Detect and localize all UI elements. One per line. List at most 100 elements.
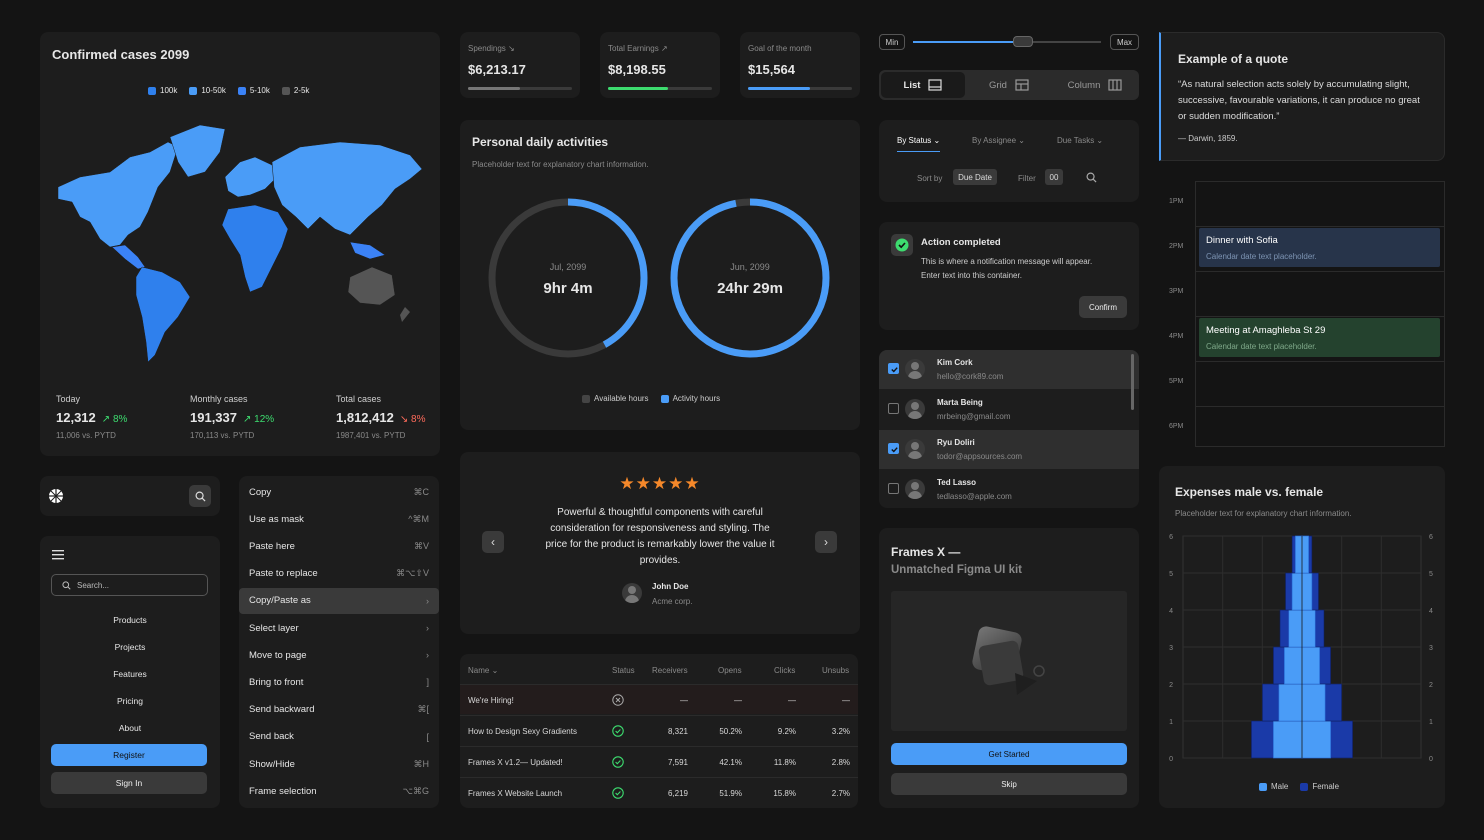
get-started-button[interactable]: Get Started xyxy=(891,743,1127,765)
menu-item[interactable]: Send backward ⌘[ xyxy=(249,704,429,716)
table-row[interactable]: How to Design Sexy Gradients 8,321 50.2% 9.… xyxy=(460,715,858,745)
tab-by-status[interactable]: By Status ⌄ xyxy=(897,136,941,152)
table-row[interactable]: We're Hiring! — — — — xyxy=(460,684,858,714)
y-tick-left: 6 xyxy=(1169,534,1173,541)
y-tick-right: 6 xyxy=(1429,534,1433,541)
progress-fill xyxy=(608,87,669,90)
chart-legend: Male Female xyxy=(1259,782,1339,791)
list-item[interactable]: Marta Being mrbeing@gmail.com xyxy=(879,390,1139,429)
menu-item[interactable]: Paste here ⌘V xyxy=(249,540,429,552)
list-item[interactable]: Ryu Doliri todor@appsources.com xyxy=(879,430,1139,469)
user-list: Kim Cork hello@cork89.com Marta Being mrbei… xyxy=(879,350,1139,508)
rating-stars: ★★★★★ xyxy=(619,474,701,493)
y-tick-left: 5 xyxy=(1169,571,1173,578)
kpi-spendings: Spendings ↘ $6,213.17 xyxy=(460,32,580,98)
check-circle-icon xyxy=(612,787,624,799)
hour-slot[interactable] xyxy=(1195,406,1445,447)
hour-slot[interactable] xyxy=(1195,271,1445,316)
y-tick-right: 3 xyxy=(1429,645,1433,652)
nav-item-products[interactable]: Products xyxy=(113,615,147,625)
menu-item[interactable]: Select layer › xyxy=(249,622,429,634)
view-column-button[interactable]: Column xyxy=(1053,72,1137,98)
next-button[interactable]: › xyxy=(815,531,837,553)
list-item[interactable]: Kim Cork hello@cork89.com xyxy=(879,350,1139,389)
menu-item[interactable]: Copy ⌘C xyxy=(249,486,429,498)
signin-button[interactable]: Sign In xyxy=(51,772,207,794)
notification-card: Action completed This is where a notific… xyxy=(879,222,1139,330)
tab-due-tasks[interactable]: Due Tasks ⌄ xyxy=(1057,136,1104,145)
calendar-event[interactable]: Dinner with Sofia Calendar date text pla… xyxy=(1199,228,1440,267)
menu-item[interactable]: Move to page › xyxy=(249,649,429,661)
view-list-button[interactable]: List xyxy=(881,72,965,98)
filter-count[interactable]: 00 xyxy=(1045,169,1063,185)
hour-slot[interactable] xyxy=(1195,226,1445,271)
testimonial-text: Powerful & thoughtful components with ca… xyxy=(545,507,775,566)
chart-subtitle: Placeholder text for explanatory chart i… xyxy=(1175,509,1352,518)
top-nav-card xyxy=(40,476,220,516)
x-circle-icon xyxy=(612,694,624,706)
quote-text: “As natural selection acts solely by acc… xyxy=(1178,79,1420,122)
menu-item[interactable]: Show/Hide ⌘H xyxy=(249,758,429,770)
sort-select[interactable]: Due Date xyxy=(953,169,997,185)
prev-button[interactable]: ‹ xyxy=(482,531,504,553)
y-tick-left: 4 xyxy=(1169,608,1173,615)
scrollbar[interactable] xyxy=(1131,354,1134,410)
nav-item-features[interactable]: Features xyxy=(113,669,147,679)
skip-button[interactable]: Skip xyxy=(891,773,1127,795)
kpi-earnings: Total Earnings ↗ $8,198.55 xyxy=(600,32,720,98)
hour-label: 5PM xyxy=(1169,378,1184,385)
legend-item: 2-5k xyxy=(281,86,309,95)
map-card: Confirmed cases 2099 100k 10-50k 5-10k 2… xyxy=(40,32,440,456)
y-tick-right: 4 xyxy=(1429,608,1433,615)
progress-fill xyxy=(468,87,520,90)
view-grid-button[interactable]: Grid xyxy=(967,72,1051,98)
nav-item-pricing[interactable]: Pricing xyxy=(117,696,143,706)
menu-item[interactable]: Use as mask ^⌘M xyxy=(249,513,429,525)
ring-value: 24hr 29m xyxy=(717,280,783,297)
menu-item[interactable]: Copy/Paste as › xyxy=(239,587,439,614)
map-legend: 100k 10-50k 5-10k 2-5k xyxy=(148,86,309,95)
hour-slot[interactable] xyxy=(1195,361,1445,406)
shape-icon xyxy=(972,626,1045,695)
search-button[interactable] xyxy=(189,485,211,507)
menu-item[interactable]: Send back[ xyxy=(249,731,429,743)
menu-item[interactable]: Frame selection ⌥⌘G xyxy=(249,785,429,797)
y-tick-left: 3 xyxy=(1169,645,1173,652)
slider-handle[interactable] xyxy=(1013,36,1033,47)
legend-item: 100k xyxy=(148,86,177,95)
checkbox[interactable] xyxy=(888,443,899,454)
search-icon xyxy=(195,491,206,502)
table-row[interactable]: Frames X v1.2— Updated! 7,591 42.1% 11.8% 2.… xyxy=(460,746,858,776)
search-icon[interactable] xyxy=(1086,172,1097,183)
notification-title: Action completed xyxy=(921,237,1001,248)
avatar xyxy=(905,439,925,459)
avatar xyxy=(905,359,925,379)
context-menu: Copy ⌘C Use as mask ^⌘M Paste here ⌘V Paste to… xyxy=(239,476,439,808)
hour-slot[interactable] xyxy=(1195,181,1445,226)
nav-item-projects[interactable]: Projects xyxy=(114,642,146,652)
expenses-chart: 0 0 1 1 2 2 3 3 4 4 5 5 6 6 xyxy=(1169,534,1433,763)
stat-today: Today 12,312 ↗ 8% 11,006 vs. PYTD xyxy=(56,394,128,440)
menu-item[interactable]: Paste to replace ⌘⌥⇧V xyxy=(249,568,429,580)
avatar xyxy=(622,583,642,603)
table-row[interactable]: Frames X Website Launch 6,219 51.9% 15.8% 2.… xyxy=(460,777,858,807)
checkbox[interactable] xyxy=(888,483,899,494)
menu-item[interactable]: Bring to front] xyxy=(249,676,429,688)
search-icon xyxy=(62,580,71,590)
range-slider[interactable]: Min Max xyxy=(879,32,1139,52)
hour-slot[interactable] xyxy=(1195,316,1445,361)
y-tick-right: 2 xyxy=(1429,682,1433,689)
confirm-button[interactable]: Confirm xyxy=(1079,296,1127,318)
calendar-event[interactable]: Meeting at Amaghleba St 29 Calendar date… xyxy=(1199,318,1440,357)
search-input[interactable]: Search... xyxy=(51,574,208,596)
register-button[interactable]: Register xyxy=(51,744,207,766)
nav-item-about[interactable]: About xyxy=(118,723,142,733)
tab-by-assignee[interactable]: By Assignee ⌄ xyxy=(972,136,1025,145)
promo-title: Frames X — xyxy=(891,545,961,559)
checkbox[interactable] xyxy=(888,363,899,374)
hamburger-icon[interactable] xyxy=(52,550,64,560)
checkbox[interactable] xyxy=(888,403,899,414)
hour-label: 2PM xyxy=(1169,243,1184,250)
list-item[interactable]: Ted Lasso tedlasso@apple.com xyxy=(879,470,1139,508)
quote-card: Example of a quote “As natural selection… xyxy=(1159,32,1445,161)
